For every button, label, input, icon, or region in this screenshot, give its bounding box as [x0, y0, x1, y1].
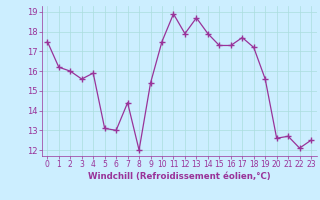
X-axis label: Windchill (Refroidissement éolien,°C): Windchill (Refroidissement éolien,°C) — [88, 172, 270, 181]
